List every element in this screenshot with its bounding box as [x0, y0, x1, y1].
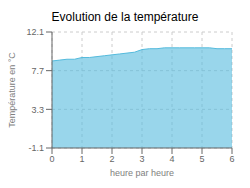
svg-text:3: 3	[139, 154, 144, 164]
svg-text:0: 0	[49, 154, 54, 164]
svg-text:12.1: 12.1	[26, 27, 44, 37]
html-text:Evolution de la température: Evolution de la température	[51, 10, 199, 24]
svg-text:7.7: 7.7	[31, 66, 44, 76]
svg-text:5: 5	[199, 154, 204, 164]
svg-text:1: 1	[79, 154, 84, 164]
svg-text:4: 4	[169, 154, 174, 164]
svg-text:heure par heure: heure par heure	[110, 168, 174, 178]
svg-text:-1.1: -1.1	[28, 143, 44, 153]
svg-text:6: 6	[229, 154, 234, 164]
svg-text:Température en °C: Température en °C	[8, 52, 17, 128]
svg-text:2: 2	[109, 154, 114, 164]
svg-text:3.3: 3.3	[31, 105, 44, 115]
